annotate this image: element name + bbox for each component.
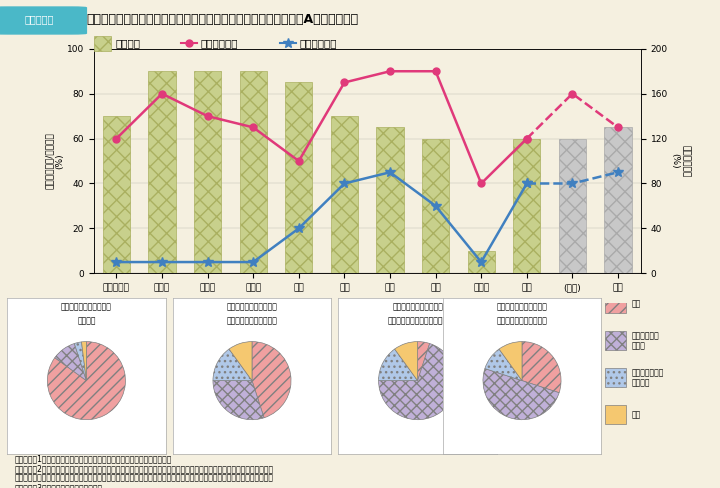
Text: －キャリアチェンジ後－: －キャリアチェンジ後－ bbox=[497, 316, 547, 325]
Text: －転職（初職離職後）－: －転職（初職離職後）－ bbox=[227, 316, 277, 325]
Bar bbox=[103, 116, 130, 273]
Wedge shape bbox=[229, 342, 252, 381]
Y-axis label: 人生の充実度/学びの量
(%): 人生の充実度/学びの量 (%) bbox=[45, 133, 64, 189]
Text: 3．点線部分は今後の見込み。: 3．点線部分は今後の見込み。 bbox=[14, 483, 102, 488]
Wedge shape bbox=[483, 368, 559, 420]
Bar bbox=[377, 127, 404, 273]
Bar bbox=[605, 294, 626, 313]
Bar bbox=[148, 71, 176, 273]
Text: 収入の充足度: 収入の充足度 bbox=[300, 38, 337, 48]
Y-axis label: 収入の充足度
(%): 収入の充足度 (%) bbox=[670, 145, 690, 177]
Wedge shape bbox=[213, 349, 252, 381]
Bar bbox=[330, 116, 358, 273]
Bar bbox=[240, 71, 267, 273]
Wedge shape bbox=[395, 342, 418, 381]
Text: 学びの量: 学びの量 bbox=[115, 38, 140, 48]
Bar bbox=[605, 331, 626, 350]
Wedge shape bbox=[213, 381, 264, 420]
Bar bbox=[94, 36, 112, 51]
Text: ボランティア・
地域活動: ボランティア・ 地域活動 bbox=[632, 368, 664, 387]
Bar bbox=[559, 139, 586, 273]
Bar bbox=[605, 405, 626, 424]
Text: もの。なお，「収入の充足度」は，希望する収入に対する，自分の収入金額の割合を自己評価で示したもの。: もの。なお，「収入の充足度」は，希望する収入に対する，自分の収入金額の割合を自己… bbox=[14, 473, 274, 483]
Text: 日々の労働・活動の配分: 日々の労働・活動の配分 bbox=[61, 303, 112, 311]
Wedge shape bbox=[485, 349, 522, 381]
Text: 人生グラフ: 人生グラフ bbox=[25, 15, 54, 24]
Text: （備考）　1．取材先の協力のもと，内閣府男女共同参画局において作成。: （備考） 1．取材先の協力のもと，内閣府男女共同参画局において作成。 bbox=[14, 455, 171, 464]
Text: －初職－: －初職－ bbox=[77, 316, 96, 325]
Text: 2．「学びの量」，「人生の充実度」，「収入の充足度」は，自分の人生を振り返ってそれぞれ自己評価で表した: 2．「学びの量」，「人生の充実度」，「収入の充足度」は，自分の人生を振り返ってそ… bbox=[14, 464, 274, 473]
Wedge shape bbox=[379, 344, 456, 420]
Wedge shape bbox=[48, 342, 125, 420]
Text: 趣味: 趣味 bbox=[632, 410, 641, 419]
Bar bbox=[467, 251, 495, 273]
Text: 人生の充実度: 人生の充実度 bbox=[200, 38, 238, 48]
Wedge shape bbox=[379, 349, 418, 381]
Wedge shape bbox=[252, 342, 291, 418]
Bar bbox=[605, 368, 626, 387]
Text: 人生における学び・充実度・収入充足度～ズコーシャに勤務するAさんの場合～: 人生における学び・充実度・収入充足度～ズコーシャに勤務するAさんの場合～ bbox=[86, 13, 359, 26]
Text: 家事・育児・
介護等: 家事・育児・ 介護等 bbox=[632, 331, 660, 350]
Wedge shape bbox=[55, 344, 86, 381]
Text: 日々の労働・活動の配分: 日々の労働・活動の配分 bbox=[392, 303, 443, 311]
Bar bbox=[194, 71, 221, 273]
Wedge shape bbox=[74, 342, 86, 381]
Wedge shape bbox=[81, 342, 86, 381]
Wedge shape bbox=[418, 342, 430, 381]
Bar bbox=[422, 139, 449, 273]
Text: －出産・子育てによる離職－: －出産・子育てによる離職－ bbox=[387, 316, 448, 325]
Text: 日々の労働・活動の配分: 日々の労働・活動の配分 bbox=[227, 303, 277, 311]
Wedge shape bbox=[522, 342, 561, 393]
Bar bbox=[604, 127, 631, 273]
Bar bbox=[285, 82, 312, 273]
Wedge shape bbox=[499, 342, 522, 381]
FancyBboxPatch shape bbox=[0, 7, 86, 34]
Text: 日々の労働・活動の配分: 日々の労働・活動の配分 bbox=[497, 303, 547, 311]
Text: 仕事: 仕事 bbox=[632, 300, 641, 308]
Bar bbox=[513, 139, 541, 273]
